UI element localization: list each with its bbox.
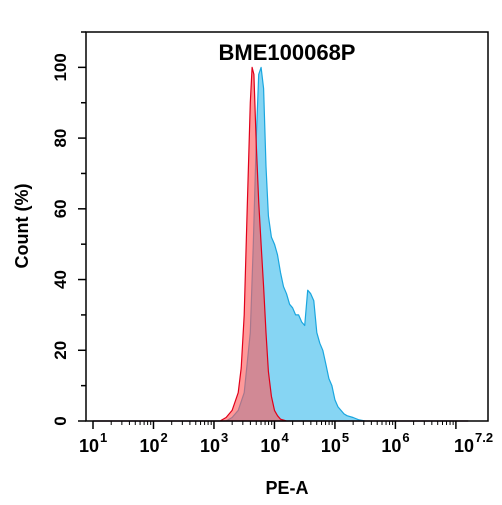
y-axis: 0 20 40 60 80 100 bbox=[51, 31, 86, 426]
x-tick-exponent: 4 bbox=[281, 430, 289, 445]
x-axis: 10 1 10 2 10 3 10 4 10 5 10 6 10 7.2 bbox=[79, 421, 493, 456]
y-tick-label: 40 bbox=[51, 270, 70, 289]
chart-title: BME100068P bbox=[219, 40, 356, 65]
x-tick-base: 10 bbox=[139, 436, 159, 456]
x-tick-label: 10 1 bbox=[79, 430, 107, 456]
histogram-series-1 bbox=[92, 66, 469, 422]
x-tick-base: 10 bbox=[381, 436, 401, 456]
x-axis-label: PE-A bbox=[265, 478, 308, 498]
y-axis-label: Count (%) bbox=[12, 184, 32, 269]
y-tick-label: 20 bbox=[51, 341, 70, 360]
x-tick-exponent: 5 bbox=[342, 430, 349, 445]
y-tick-label: 0 bbox=[51, 416, 70, 425]
y-tick-label: 80 bbox=[51, 129, 70, 148]
plot-frame bbox=[85, 31, 489, 422]
x-tick-exponent: 1 bbox=[100, 430, 107, 445]
x-tick-label: 10 6 bbox=[381, 430, 409, 456]
x-tick-label: 10 2 bbox=[139, 430, 167, 456]
x-tick-base: 10 bbox=[260, 436, 280, 456]
x-tick-base: 10 bbox=[200, 436, 220, 456]
x-tick-base: 10 bbox=[321, 436, 341, 456]
x-tick-exponent: 6 bbox=[402, 430, 409, 445]
x-tick-label: 10 4 bbox=[260, 430, 289, 456]
x-tick-base: 10 bbox=[79, 436, 99, 456]
x-tick-base: 10 bbox=[454, 436, 474, 456]
series-layer bbox=[92, 66, 469, 422]
y-tick-label: 60 bbox=[51, 199, 70, 218]
histogram-series-2 bbox=[92, 66, 469, 422]
x-tick-exponent: 2 bbox=[160, 430, 167, 445]
x-tick-exponent: 3 bbox=[221, 430, 228, 445]
x-tick-label: 10 5 bbox=[321, 430, 349, 456]
x-tick-label: 10 3 bbox=[200, 430, 228, 456]
y-tick-label: 100 bbox=[51, 53, 70, 81]
x-tick-label: 10 7.2 bbox=[454, 430, 493, 456]
x-tick-exponent: 7.2 bbox=[475, 430, 493, 445]
